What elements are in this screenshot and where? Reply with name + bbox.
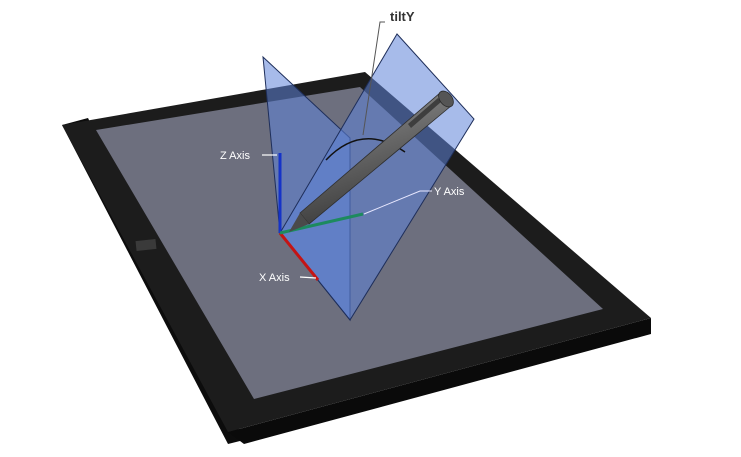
x-axis-label: X Axis bbox=[259, 272, 290, 284]
y-axis-label: Y Axis bbox=[434, 186, 465, 198]
z-axis-label: Z Axis bbox=[220, 150, 250, 162]
tilt-y-label: tiltY bbox=[390, 9, 415, 24]
home-button bbox=[136, 239, 157, 251]
